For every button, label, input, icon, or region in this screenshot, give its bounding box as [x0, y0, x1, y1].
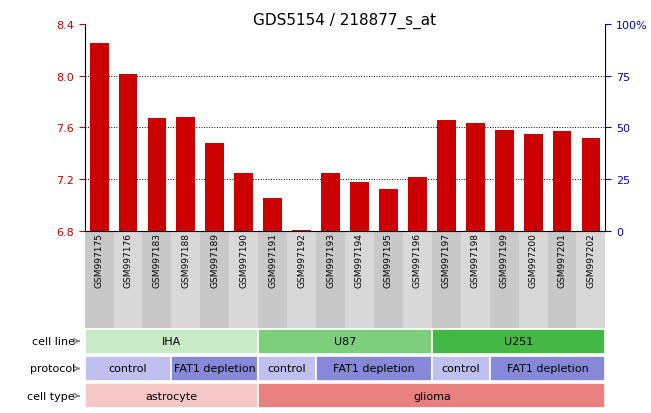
Bar	[113, 231, 143, 328]
Bar	[85, 231, 113, 328]
Bar	[432, 231, 461, 328]
Point	[210, 75, 220, 82]
Bar	[581, 138, 600, 231]
Text: FAT1 depletion: FAT1 depletion	[174, 363, 256, 374]
Text: control: control	[109, 363, 147, 374]
Point	[268, 81, 278, 88]
Bar	[263, 199, 282, 231]
Bar	[523, 135, 542, 231]
Bar	[206, 143, 224, 231]
Point	[499, 67, 509, 74]
Bar	[148, 119, 167, 231]
Point	[586, 67, 596, 74]
Bar	[374, 231, 403, 328]
Bar	[258, 356, 316, 381]
Bar	[258, 231, 287, 328]
Bar	[234, 173, 253, 231]
Bar	[490, 356, 605, 381]
Text: IHA: IHA	[162, 336, 181, 347]
Bar	[432, 356, 490, 381]
Text: glioma: glioma	[413, 391, 450, 401]
Bar	[350, 182, 369, 231]
Bar	[379, 190, 398, 231]
Point	[470, 63, 480, 69]
Point	[412, 79, 422, 86]
Point	[383, 81, 394, 88]
Bar	[229, 231, 258, 328]
Text: U251: U251	[504, 336, 533, 347]
Bar	[143, 231, 171, 328]
Point	[94, 57, 104, 63]
Bar	[577, 231, 605, 328]
Bar	[201, 231, 229, 328]
Bar	[345, 231, 374, 328]
Bar	[85, 356, 171, 381]
Text: astrocyte: astrocyte	[145, 391, 197, 401]
Bar	[171, 356, 258, 381]
Text: cell line: cell line	[32, 336, 75, 347]
Bar	[85, 383, 258, 408]
Bar	[316, 231, 345, 328]
Bar	[547, 231, 577, 328]
Bar	[258, 329, 432, 354]
Point	[354, 79, 365, 86]
Point	[441, 65, 452, 71]
Text: FAT1 depletion: FAT1 depletion	[333, 363, 415, 374]
Point	[152, 65, 162, 71]
Text: cell type: cell type	[27, 391, 75, 401]
Bar	[553, 132, 572, 231]
Bar	[287, 231, 316, 328]
Bar	[90, 44, 109, 231]
Point	[181, 65, 191, 71]
Bar	[258, 383, 605, 408]
Bar	[432, 329, 605, 354]
Point	[326, 77, 336, 84]
Text: protocol: protocol	[29, 363, 75, 374]
Point	[296, 85, 307, 92]
Bar	[466, 124, 484, 231]
Bar	[403, 231, 432, 328]
Point	[123, 63, 133, 69]
Text: U87: U87	[334, 336, 356, 347]
Point	[528, 67, 538, 74]
Point	[238, 77, 249, 84]
Point	[557, 67, 567, 74]
Bar	[519, 231, 547, 328]
Bar	[461, 231, 490, 328]
Bar	[171, 231, 201, 328]
Bar	[321, 173, 340, 231]
Bar	[85, 329, 258, 354]
Text: FAT1 depletion: FAT1 depletion	[506, 363, 589, 374]
Bar	[490, 231, 519, 328]
Text: control: control	[268, 363, 307, 374]
Bar	[408, 177, 427, 231]
Text: control: control	[441, 363, 480, 374]
Bar	[118, 75, 137, 231]
Bar	[176, 118, 195, 231]
Bar	[292, 230, 311, 231]
Bar	[437, 120, 456, 231]
Text: GDS5154 / 218877_s_at: GDS5154 / 218877_s_at	[253, 12, 437, 28]
Bar	[495, 131, 514, 231]
Bar	[316, 356, 432, 381]
